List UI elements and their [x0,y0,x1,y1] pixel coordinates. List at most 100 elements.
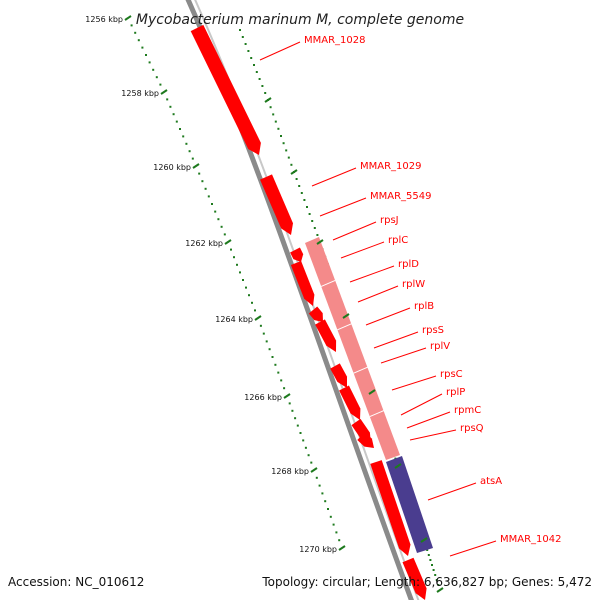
outer-tick-dot [287,156,290,159]
label-leader-rpsq [409,429,457,441]
gene-arrow-ribosomal-2 [290,261,315,306]
inner-tick-dot [283,387,286,390]
inner-tick-dot [185,142,188,145]
gene-arrow-ribosomal-4 [315,319,337,352]
inner-tick-dot [259,324,262,327]
outer-tick-dot [269,106,272,109]
label-leader-atsa [427,482,477,501]
inner-tick-dot [211,203,213,205]
topology-text: Topology: circular; Length: 6,636,827 bp… [261,575,592,589]
operon-band-atsA [386,456,433,553]
major-tick [436,587,444,593]
gene-label-mmar-1029: MMAR_1029 [360,161,422,172]
inner-tick-dot [141,46,144,49]
outer-tick-dot [295,178,298,180]
tick-label: 1270 kbp [299,545,337,554]
gene-arrow-ribosomal-6 [339,385,361,420]
inner-tick-dot [338,539,341,542]
gene-label-rplb: rplB [414,301,434,312]
outer-tick-dot [255,71,258,73]
outer-tick-dot [434,574,437,576]
operon-divider [353,366,368,374]
gene-arrow-ribosomal-5 [330,363,347,388]
inner-tick-dot [137,39,140,42]
label-leader-rplb [365,307,411,326]
inner-tick-dot [265,340,268,343]
inner-tick-dot [233,256,235,259]
operon-divider [321,279,336,287]
outer-tick-dot [435,579,438,581]
label-leader-rpss [373,331,419,349]
inner-tick-dot [172,113,175,116]
inner-tick-dot [268,348,271,351]
inner-tick-dot [245,286,247,289]
outer-tick-dot [253,64,255,66]
gene-label-rpsc: rpsC [440,369,463,380]
map-title: Mycobacterium marinum M, complete genome [136,12,464,28]
gene-label-rpmc: rpmC [454,405,481,416]
tick-label: 1264 kbp [215,315,253,324]
inner-tick-dot [130,24,133,27]
gene-label-rplc: rplC [388,235,408,246]
gene-arrow-mmar-1029 [260,174,293,235]
outer-tick-dot [316,234,319,236]
outer-tick-dot [426,549,429,551]
gene-labels: MMAR_1028 MMAR_1029 MMAR_5549 rpsJ rplC rplD r… [304,35,562,545]
inner-tick-dot [201,180,204,183]
operon-bands [305,237,433,553]
inner-tick-dot [315,476,318,479]
gene-label-atsa: atsA [480,476,502,487]
gene-arrow-ribosomal-3 [308,306,323,322]
gene-label-rplw: rplW [402,279,425,290]
inner-tick-dot [332,523,335,526]
tick-marks: 1256 kbp 1258 kbp 1260 kbp 1262 kbp 1264 kbp… [85,15,444,593]
gene-label-rpsj: rpsJ [380,215,399,226]
outer-tick-dot [264,92,267,94]
inner-tick-dot [294,417,297,420]
outer-tick-dot [277,127,280,130]
inner-tick-dot [277,371,280,374]
inner-tick-dot [327,508,329,510]
outer-tick-dot [432,569,435,571]
outer-tick-dot [247,50,250,52]
gene-arrow-mmar-1042 [370,460,411,556]
label-leader-mmar-1029 [311,167,357,187]
outer-tick-dot [300,192,303,194]
inner-tick-dot [274,363,277,366]
inner-tick-dot [248,294,250,297]
gene-features [190,24,427,600]
inner-tick-dot [230,248,232,251]
tick-label: 1260 kbp [153,163,191,172]
accession-text: Accession: NC_010612 [8,575,144,589]
major-tick [342,313,350,319]
inner-tick-dot [242,279,244,281]
inner-tick-dot [188,150,191,153]
inner-tick-dot [304,446,307,449]
gene-label-rpss: rpsS [422,325,444,336]
major-tick [368,389,376,395]
operon-divider [369,410,384,418]
outer-tick-dot [437,584,440,586]
outer-tick-dot [241,36,244,38]
inner-tick-dot [179,128,181,130]
major-tick [394,463,402,469]
gene-label-mmar-1028: MMAR_1028 [304,35,366,46]
operon-divider [337,323,352,331]
outer-tick-dot [274,120,277,123]
operon-band-ribosomal [305,237,400,460]
major-tick [124,15,132,21]
inner-tick-dot [302,439,305,442]
inner-tick-dot [155,76,158,79]
label-leaders [259,41,497,557]
outer-tick-dot [303,199,306,201]
outer-tick-dot [298,185,301,187]
inner-tick-dot [148,61,151,64]
outer-tick-dot [282,142,285,145]
inner-tick-dot [207,195,210,198]
outer-tick-dot [306,206,308,208]
inner-tick-dot [291,409,294,412]
label-leader-rplw [357,285,399,303]
gene-label-mmar-5549: MMAR_5549 [370,191,432,202]
outer-tick-dot [427,554,430,556]
